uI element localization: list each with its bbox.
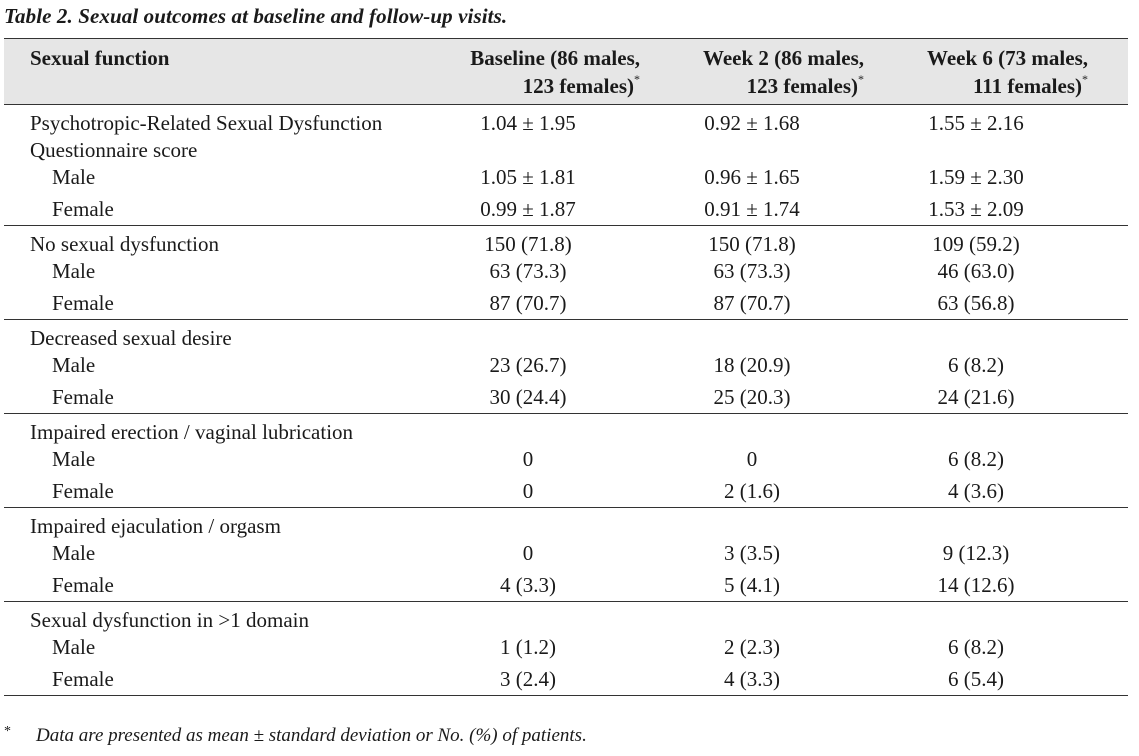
table-row: Male 23 (26.7) 18 (20.9) 6 (8.2) (52, 353, 1004, 377)
table-row: Female 0.99 ± 1.87 0.91 ± 1.74 1.53 ± 2.… (52, 197, 1024, 221)
table-row: Female 30 (24.4) 25 (20.3) 24 (21.6) (52, 385, 1015, 409)
footnote-mark: * (4, 724, 11, 739)
table-row: Impaired ejaculation / orgasm (30, 514, 281, 538)
group-prsexdq-score: Psychotropic-Related Sexual Dysfunction … (4, 105, 1128, 226)
header-sexual-function: Sexual function (30, 46, 170, 70)
table-row: Male 1.05 ± 1.81 0.96 ± 1.65 1.59 ± 2.30 (52, 165, 1024, 189)
group-decreased-sexual-desire: Decreased sexual desire Male 23 (26.7) 1… (4, 320, 1128, 414)
group-dysfunction-multiple-domains: Sexual dysfunction in >1 domain Male 1 (… (4, 602, 1128, 695)
table-row: Decreased sexual desire (30, 326, 232, 350)
table-row: Questionnaire score (30, 138, 198, 162)
table-row: Male 63 (73.3) 63 (73.3) 46 (63.0) (52, 259, 1015, 283)
group-no-sexual-dysfunction: No sexual dysfunction 150 (71.8) 150 (71… (4, 226, 1128, 320)
group-impaired-erection: Impaired erection / vaginal lubrication … (4, 414, 1128, 508)
table-row: Psychotropic-Related Sexual Dysfunction … (30, 111, 1024, 135)
table-row: Male 1 (1.2) 2 (2.3) 6 (8.2) (52, 635, 1004, 659)
table-row: Female 4 (3.3) 5 (4.1) 14 (12.6) (52, 573, 1015, 597)
table-row: Female 3 (2.4) 4 (3.3) 6 (5.4) (52, 667, 1004, 691)
table-row: Female 0 2 (1.6) 4 (3.6) (52, 479, 1004, 503)
group-impaired-ejaculation: Impaired ejaculation / orgasm Male 0 3 (… (4, 508, 1128, 602)
table-footnote: * Data are presented as mean ± standard d… (4, 724, 587, 747)
table-row: Impaired erection / vaginal lubrication (30, 420, 354, 444)
table-row: Female 87 (70.7) 87 (70.7) 63 (56.8) (52, 291, 1015, 315)
header-week-6: Week 6 (73 males, 111 females)* (927, 46, 1088, 98)
header-baseline: Baseline (86 males, 123 females)* (470, 46, 640, 98)
footnote-text: Data are presented as mean ± standard de… (36, 725, 587, 746)
table-title: Table 2. Sexual outcomes at baseline and… (4, 4, 508, 28)
table-row: Male 0 3 (3.5) 9 (12.3) (52, 541, 1010, 565)
table-row: Sexual dysfunction in >1 domain (30, 608, 309, 632)
header-week-2: Week 2 (86 males, 123 females)* (703, 46, 864, 98)
results-table: Sexual function Baseline (86 males, 123 … (4, 38, 1128, 696)
table-row: No sexual dysfunction 150 (71.8) 150 (71… (30, 232, 1020, 256)
table-header: Sexual function Baseline (86 males, 123 … (4, 39, 1128, 105)
table-row: Male 0 0 6 (8.2) (52, 447, 1004, 471)
